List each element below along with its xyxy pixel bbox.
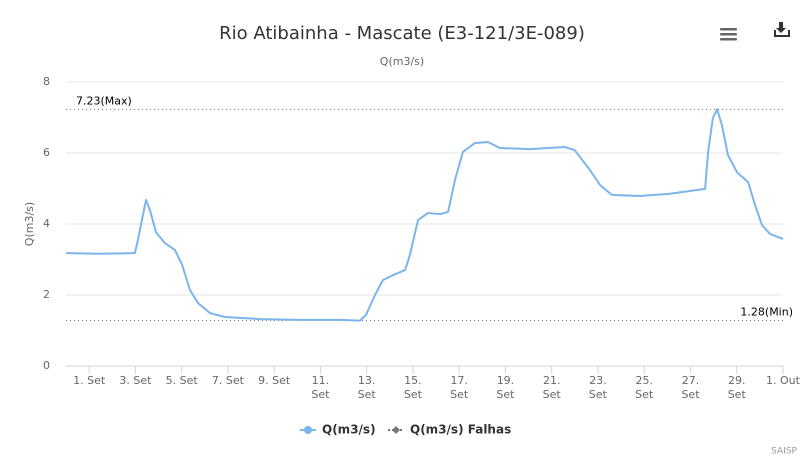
y-axis-label: Q(m3/s)	[23, 202, 36, 246]
download-button[interactable]	[774, 22, 790, 37]
legend-label: Q(m3/s) Falhas	[410, 423, 511, 437]
x-tick-label: 17. Set	[450, 374, 469, 401]
legend-label: Q(m3/s)	[322, 423, 376, 437]
series-line	[65, 108, 784, 322]
x-tick-label: 1. Set	[73, 374, 106, 387]
y-tick-label: 0	[43, 359, 50, 372]
x-tick-label: 11. Set	[311, 374, 330, 401]
plot-line-label: 7.23(Max)	[76, 94, 132, 107]
download-arrow[interactable]	[776, 22, 786, 33]
credit: SAISP	[771, 447, 797, 457]
menu-bar[interactable]	[720, 38, 737, 41]
x-tick-label: 23. Set	[589, 374, 608, 401]
x-tick-label: 3. Set	[119, 374, 152, 387]
menu-bar[interactable]	[720, 28, 737, 31]
chart-title: Rio Atibainha - Mascate (E3-121/3E-089)	[219, 23, 585, 44]
x-tick-label: 13. Set	[358, 374, 377, 401]
legend-symbol	[304, 426, 312, 434]
legend-item[interactable]: Q(m3/s)	[300, 423, 376, 437]
chart-subtitle: Q(m3/s)	[380, 55, 424, 68]
x-tick-label: 9. Set	[258, 374, 291, 387]
menu-button[interactable]	[720, 28, 737, 41]
download-tray[interactable]	[774, 30, 790, 37]
x-tick-label: 29. Set	[728, 374, 747, 401]
x-tick-label: 25. Set	[635, 374, 654, 401]
x-tick-label: 15. Set	[404, 374, 423, 401]
y-tick-label: 2	[43, 288, 50, 301]
legend-item[interactable]: Q(m3/s) Falhas	[388, 423, 511, 437]
menu-bar[interactable]	[720, 33, 737, 36]
x-tick-label: 21. Set	[543, 374, 562, 401]
x-tick-label: 5. Set	[166, 374, 199, 387]
y-tick-label: 4	[43, 217, 50, 230]
x-tick-label: 7. Set	[212, 374, 245, 387]
legend-symbol	[392, 426, 400, 434]
plot-line-label: 1.28(Min)	[740, 306, 793, 319]
x-tick-label: 19. Set	[496, 374, 515, 401]
y-tick-label: 6	[43, 146, 50, 159]
x-tick-label: 1. Out	[766, 374, 801, 387]
x-tick-label: 27. Set	[681, 374, 700, 401]
y-tick-label: 8	[43, 75, 50, 88]
